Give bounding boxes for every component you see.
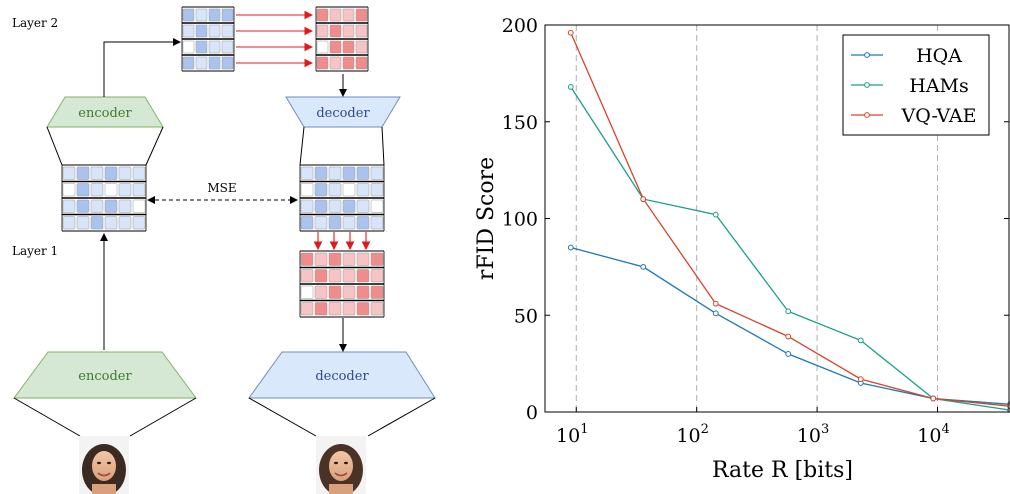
legend-label-hqa: HQA: [916, 45, 962, 67]
data-point-hams: [712, 211, 719, 218]
data-point-hqa: [712, 310, 719, 317]
face-photo-input-icon: [79, 436, 129, 494]
y-tick-label: 150: [502, 112, 538, 134]
data-point-vq-vae: [567, 29, 574, 36]
y-tick-label: 0: [526, 402, 538, 424]
encoder-layer1-label: encoder: [78, 369, 132, 384]
decoder-layer1-label: decoder: [315, 369, 369, 384]
data-point-vq-vae: [785, 333, 792, 340]
y-tick-label: 100: [502, 209, 538, 231]
arrows: [100, 38, 347, 352]
legend-marker: [864, 112, 870, 118]
layer1-label: Layer 1: [12, 244, 58, 258]
encoder-layer2-label: encoder: [78, 106, 132, 121]
data-point-vq-vae: [930, 395, 937, 402]
data-point-hqa: [640, 263, 647, 270]
decoder-layer2: decoder: [285, 96, 401, 128]
data-point-vq-vae: [712, 300, 719, 307]
chart-series: [567, 29, 1010, 413]
legend-marker: [864, 82, 870, 88]
latent-grid-layer1-red: [299, 250, 385, 318]
decoder-layer1: decoder: [248, 351, 436, 399]
x-axis-label: Rate R [bits]: [712, 458, 853, 483]
legend-label-hams: HAMs: [909, 75, 969, 97]
decoder-layer2-label: decoder: [316, 106, 370, 121]
encoder-layer1: encoder: [13, 351, 197, 399]
data-point-vq-vae: [857, 376, 864, 383]
x-tick-label: 101: [556, 422, 588, 447]
y-axis-label: rFID Score: [474, 157, 499, 280]
data-point-hams: [857, 337, 864, 344]
x-tick-label: 103: [797, 422, 829, 447]
chart-ticks: 0 50 100 150 200 101 102 103 104: [502, 15, 1009, 447]
face-photo-output-icon: [316, 436, 366, 494]
data-point-hqa: [567, 244, 574, 251]
legend-marker: [864, 52, 870, 58]
data-point-hams: [785, 308, 792, 315]
layer2-label: Layer 2: [12, 16, 58, 30]
series-line-hqa: [570, 246, 1010, 405]
x-tick-label: 104: [917, 422, 949, 447]
data-point-hams: [567, 84, 574, 90]
latent-grid-layer2-blue: [181, 6, 235, 72]
x-tick-label: 102: [676, 422, 708, 447]
quantize-arrows-layer2: [236, 10, 314, 68]
latent-grid-layer2-red: [315, 6, 369, 72]
legend-label-vq-vae: VQ-VAE: [900, 105, 976, 127]
mse-label: MSE: [207, 181, 236, 195]
y-tick-label: 200: [502, 15, 538, 37]
chart-legend: HQA HAMs VQ-VAE: [842, 34, 990, 136]
quantize-arrows-layer1: [313, 232, 371, 251]
funnel-lines: [13, 126, 436, 437]
y-tick-label: 50: [514, 305, 538, 327]
vae-architecture-diagram: Layer 2 Layer 1 encoder decoder encoder …: [12, 6, 436, 494]
data-point-vq-vae: [640, 196, 647, 203]
data-point-hqa: [785, 351, 792, 357]
latent-grid-layer1-encoder: [61, 164, 147, 232]
latent-grid-layer1-decoder: [299, 164, 385, 232]
